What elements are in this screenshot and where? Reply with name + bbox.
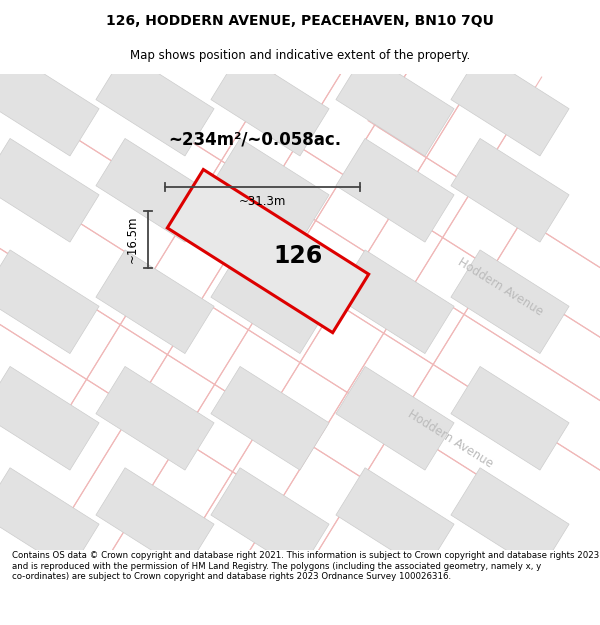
Polygon shape — [0, 52, 99, 156]
Polygon shape — [336, 366, 454, 470]
Polygon shape — [96, 52, 214, 156]
Polygon shape — [336, 250, 454, 354]
Text: Hoddern Avenue: Hoddern Avenue — [455, 255, 545, 318]
Polygon shape — [211, 468, 329, 571]
Polygon shape — [0, 366, 99, 470]
Polygon shape — [211, 366, 329, 470]
Polygon shape — [451, 52, 569, 156]
Polygon shape — [451, 250, 569, 354]
Polygon shape — [336, 52, 454, 156]
Polygon shape — [0, 139, 99, 242]
Text: 126: 126 — [274, 244, 323, 268]
Polygon shape — [96, 366, 214, 470]
Polygon shape — [336, 139, 454, 242]
Polygon shape — [0, 250, 99, 354]
Polygon shape — [451, 468, 569, 571]
Polygon shape — [167, 169, 369, 332]
Text: 126, HODDERN AVENUE, PEACEHAVEN, BN10 7QU: 126, HODDERN AVENUE, PEACEHAVEN, BN10 7Q… — [106, 14, 494, 28]
Text: ~31.3m: ~31.3m — [239, 195, 286, 208]
Text: Map shows position and indicative extent of the property.: Map shows position and indicative extent… — [130, 49, 470, 62]
Text: ~16.5m: ~16.5m — [125, 216, 139, 263]
Polygon shape — [451, 366, 569, 470]
Polygon shape — [211, 250, 329, 354]
Text: Hoddern Avenue: Hoddern Avenue — [405, 407, 495, 470]
Polygon shape — [96, 250, 214, 354]
Text: ~234m²/~0.058ac.: ~234m²/~0.058ac. — [169, 131, 341, 149]
Polygon shape — [211, 52, 329, 156]
Polygon shape — [0, 468, 99, 571]
Text: Contains OS data © Crown copyright and database right 2021. This information is : Contains OS data © Crown copyright and d… — [12, 551, 599, 581]
Polygon shape — [451, 139, 569, 242]
Polygon shape — [211, 139, 329, 242]
Polygon shape — [336, 468, 454, 571]
Polygon shape — [96, 468, 214, 571]
Polygon shape — [96, 139, 214, 242]
